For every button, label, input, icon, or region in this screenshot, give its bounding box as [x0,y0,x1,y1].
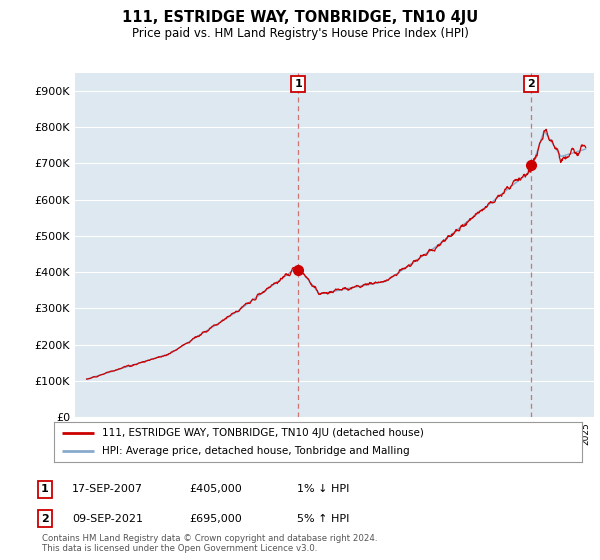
Text: 1: 1 [294,78,302,88]
Text: 2: 2 [41,514,49,524]
Text: 09-SEP-2021: 09-SEP-2021 [72,514,143,524]
Text: 17-SEP-2007: 17-SEP-2007 [72,484,143,494]
Text: Contains HM Land Registry data © Crown copyright and database right 2024.
This d: Contains HM Land Registry data © Crown c… [42,534,377,553]
Text: £405,000: £405,000 [189,484,242,494]
Text: 1% ↓ HPI: 1% ↓ HPI [297,484,349,494]
Text: 111, ESTRIDGE WAY, TONBRIDGE, TN10 4JU: 111, ESTRIDGE WAY, TONBRIDGE, TN10 4JU [122,10,478,25]
Text: £695,000: £695,000 [189,514,242,524]
Text: HPI: Average price, detached house, Tonbridge and Malling: HPI: Average price, detached house, Tonb… [101,446,409,456]
Text: 2: 2 [527,78,535,88]
Text: 111, ESTRIDGE WAY, TONBRIDGE, TN10 4JU (detached house): 111, ESTRIDGE WAY, TONBRIDGE, TN10 4JU (… [101,428,424,437]
Text: 1: 1 [41,484,49,494]
Text: 5% ↑ HPI: 5% ↑ HPI [297,514,349,524]
Text: Price paid vs. HM Land Registry's House Price Index (HPI): Price paid vs. HM Land Registry's House … [131,27,469,40]
